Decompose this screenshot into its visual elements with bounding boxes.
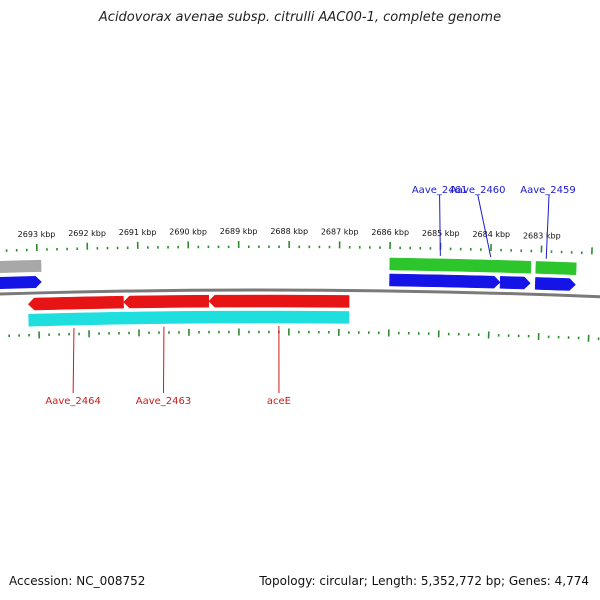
- partial-cds-arrow[interactable]: [0, 276, 42, 290]
- label-leader-line: [545, 194, 550, 259]
- forward-cds-arrow[interactable]: [534, 277, 576, 291]
- gene-label[interactable]: Aave_2463: [136, 396, 192, 407]
- gene-label[interactable]: Aave_2459: [520, 185, 576, 196]
- genome-title: Acidovorax avenae subsp. citrulli AAC00-…: [98, 10, 502, 25]
- label-leader-line: [477, 194, 492, 258]
- gene-label[interactable]: Aave_2461: [412, 185, 468, 196]
- tick-label: 2693 kbp: [18, 230, 56, 239]
- forward-gene-block[interactable]: [389, 257, 502, 273]
- gene-label[interactable]: Aave_2460: [450, 185, 506, 196]
- tick-label: 2692 kbp: [68, 229, 106, 238]
- genome-backbone: [0, 288, 600, 299]
- accession-text: Accession: NC_008752: [9, 574, 146, 588]
- reverse-gene-block[interactable]: [28, 311, 125, 327]
- forward-gene-block[interactable]: [535, 261, 577, 276]
- gene-label[interactable]: Aave_2464: [45, 396, 101, 407]
- genome-summary-text: Topology: circular; Length: 5,352,772 bp…: [259, 574, 589, 588]
- tick-label: 2690 kbp: [169, 227, 207, 236]
- reverse-gene-block[interactable]: [208, 310, 350, 324]
- tick-label: 2687 kbp: [321, 227, 359, 236]
- reverse-cds-arrow[interactable]: [123, 294, 210, 309]
- gene-features: [0, 257, 577, 327]
- label-leader-line: [72, 328, 75, 394]
- tick-label: 2685 kbp: [422, 229, 460, 238]
- forward-cds-arrow[interactable]: [499, 276, 531, 290]
- reverse-cds-arrow[interactable]: [27, 295, 124, 311]
- reverse-gene-block[interactable]: [123, 310, 210, 325]
- forward-cds-arrow[interactable]: [389, 273, 501, 289]
- scale-ticks: 2693 kbp 2692 kbp 2691 kbp 2690 kbp 2689 kbp…: [5, 227, 600, 342]
- tick-label: 2688 kbp: [270, 227, 308, 236]
- gene-label[interactable]: aceE: [267, 396, 291, 407]
- tick-label: 2689 kbp: [220, 227, 258, 236]
- tick-label: 2683 kbp: [523, 232, 561, 241]
- partial-gene-block[interactable]: [0, 259, 42, 274]
- tick-label: 2684 kbp: [472, 230, 510, 239]
- reverse-cds-arrow[interactable]: [208, 294, 350, 308]
- tick-label: 2691 kbp: [119, 228, 157, 237]
- forward-gene-block[interactable]: [500, 260, 532, 274]
- tick-label: 2686 kbp: [371, 228, 409, 237]
- label-leader-line: [439, 194, 441, 256]
